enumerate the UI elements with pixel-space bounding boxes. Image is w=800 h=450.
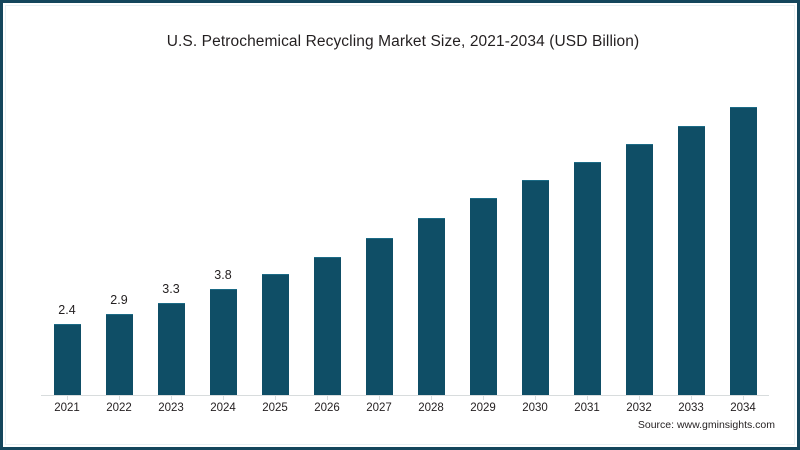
bar-value-label: 3.3 <box>162 282 180 296</box>
x-axis-tick-label: 2032 <box>626 402 652 414</box>
bar-slot: . <box>457 83 509 400</box>
bar-series: 2.4 2.9 3.3 3.8.......... <box>41 83 769 400</box>
x-axis-tick-label: 2025 <box>262 402 288 414</box>
bar[interactable] <box>261 274 289 395</box>
bar-slot: . <box>405 83 457 400</box>
bar-slot: . <box>301 83 353 400</box>
bar-value-label: 2.9 <box>110 293 128 307</box>
bar-slot: . <box>509 83 561 400</box>
bar[interactable] <box>53 324 81 395</box>
x-axis-tick <box>743 395 744 400</box>
bar[interactable] <box>521 180 549 395</box>
x-axis-tick-label: 2028 <box>418 402 444 414</box>
bar[interactable] <box>105 314 133 395</box>
x-axis-tick <box>639 395 640 400</box>
bar-slot: 3.3 <box>145 83 197 400</box>
bar[interactable] <box>365 238 393 395</box>
x-axis-tick <box>327 395 328 400</box>
x-axis-tick-label: 2024 <box>210 402 236 414</box>
x-axis-labels: 2021 2022 2023 2024 2025 2026 2027 2028 2029 2030… <box>41 402 769 414</box>
x-axis-tick <box>119 395 120 400</box>
bar-slot: . <box>353 83 405 400</box>
bar-value-label: 2.4 <box>58 303 76 317</box>
x-axis-tick-label: 2022 <box>106 402 132 414</box>
bar-slot: . <box>613 83 665 400</box>
x-axis-tick <box>223 395 224 400</box>
bar[interactable] <box>625 144 653 395</box>
x-axis-tick-label: 2033 <box>678 402 704 414</box>
x-axis-tick-label: 2023 <box>158 402 184 414</box>
x-axis-tick <box>587 395 588 400</box>
x-axis-tick <box>67 395 68 400</box>
chart-title: U.S. Petrochemical Recycling Market Size… <box>166 33 640 50</box>
bar[interactable] <box>677 126 705 395</box>
bar-slot: . <box>665 83 717 400</box>
x-axis-tick <box>171 395 172 400</box>
x-axis-tick-label: 2030 <box>522 402 548 414</box>
bar-slot: . <box>717 83 769 400</box>
bar[interactable] <box>157 303 185 395</box>
bar[interactable] <box>469 198 497 395</box>
source-attribution: Source: www.gminsights.com <box>637 419 775 431</box>
bar-slot: . <box>561 83 613 400</box>
x-axis-tick <box>691 395 692 400</box>
x-axis-tick <box>431 395 432 400</box>
x-axis-line <box>41 395 769 396</box>
bar-slot: . <box>249 83 301 400</box>
bar-value-label: 3.8 <box>214 268 232 282</box>
x-axis-tick-label: 2029 <box>470 402 496 414</box>
x-axis-tick <box>379 395 380 400</box>
x-axis-tick <box>275 395 276 400</box>
bar[interactable] <box>573 162 601 395</box>
bar-slot: 2.9 <box>93 83 145 400</box>
x-axis-tick <box>535 395 536 400</box>
bar[interactable] <box>313 257 341 395</box>
x-axis-tick-label: 2026 <box>314 402 340 414</box>
bar[interactable] <box>729 107 757 395</box>
x-axis-tick-label: 2021 <box>54 402 80 414</box>
x-axis-tick-label: 2034 <box>730 402 756 414</box>
bar[interactable] <box>417 218 445 395</box>
bar[interactable] <box>209 289 237 395</box>
bar-slot: 2.4 <box>41 83 93 400</box>
x-axis-tick-label: 2031 <box>574 402 600 414</box>
x-axis-tick <box>483 395 484 400</box>
bar-slot: 3.8 <box>197 83 249 400</box>
x-axis-tick-label: 2027 <box>366 402 392 414</box>
